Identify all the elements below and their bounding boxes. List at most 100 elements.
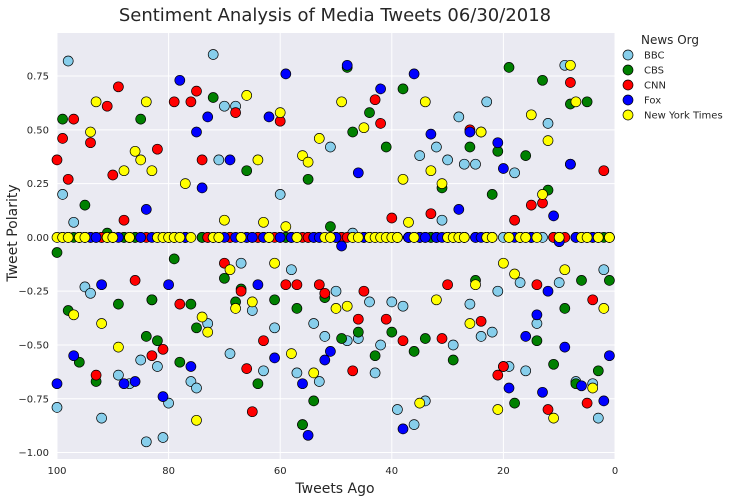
point-cbs	[168, 253, 180, 265]
point-new-york-times	[587, 382, 599, 394]
legend-label-fox: Fox	[644, 96, 661, 107]
point-new-york-times	[458, 232, 470, 243]
point-cbs	[531, 335, 543, 347]
point-new-york-times	[179, 178, 191, 189]
point-cbs	[146, 294, 158, 306]
point-cbs	[302, 173, 314, 185]
point-bbc	[113, 369, 124, 381]
point-bbc	[470, 158, 481, 170]
point-bbc	[364, 296, 375, 308]
point-bbc	[486, 326, 498, 338]
point-new-york-times	[191, 414, 202, 426]
point-cbs	[464, 141, 476, 153]
tick-labels: 100 80 60 40 20 0 0.75 0.50 0.25 0.00 −0.25 −0.50 −0…	[18, 72, 618, 477]
point-cnn	[157, 343, 169, 355]
y-tick-label: −0.50	[18, 340, 49, 351]
point-cbs	[604, 275, 615, 286]
point-bbc	[207, 49, 219, 60]
point-new-york-times	[358, 122, 370, 134]
point-new-york-times	[341, 300, 353, 312]
point-fox	[559, 341, 571, 353]
point-cnn	[313, 279, 325, 291]
point-bbc	[442, 154, 453, 166]
point-cbs	[486, 189, 498, 200]
point-fox	[336, 240, 347, 252]
point-new-york-times	[470, 279, 481, 291]
point-new-york-times	[252, 154, 264, 166]
point-cnn	[380, 313, 392, 325]
point-fox	[565, 158, 576, 170]
point-new-york-times	[124, 232, 135, 243]
point-bbc	[274, 189, 286, 200]
point-cbs	[520, 150, 532, 161]
data-points	[51, 49, 615, 448]
point-bbc	[447, 339, 459, 351]
point-bbc	[464, 298, 476, 310]
point-cbs	[207, 92, 219, 103]
point-cnn	[129, 275, 141, 286]
point-new-york-times	[269, 257, 280, 269]
point-fox	[325, 346, 336, 357]
point-new-york-times	[598, 303, 610, 314]
point-fox	[191, 126, 202, 138]
point-new-york-times	[403, 216, 414, 228]
point-new-york-times	[392, 232, 403, 243]
point-cbs	[369, 350, 381, 362]
y-tick-label: 0.75	[27, 72, 49, 83]
point-cnn	[587, 294, 599, 306]
point-new-york-times	[431, 294, 442, 306]
legend-label-new-york-times: New York Times	[644, 111, 723, 122]
point-cnn	[358, 285, 370, 297]
point-fox	[96, 279, 107, 291]
x-tick-label: 20	[497, 466, 510, 477]
plot-area	[57, 33, 615, 459]
point-cbs	[408, 346, 420, 357]
point-cnn	[319, 287, 331, 299]
point-bbc	[152, 361, 163, 372]
point-cbs	[352, 326, 364, 338]
point-cnn	[246, 406, 258, 418]
point-cbs	[51, 247, 63, 258]
point-cbs	[503, 62, 515, 73]
y-tick-label: −0.25	[18, 287, 49, 298]
x-tick-label: 60	[274, 466, 287, 477]
point-fox	[542, 285, 554, 297]
point-new-york-times	[68, 309, 80, 321]
legend-label-cbs: CBS	[644, 66, 664, 77]
point-fox	[269, 352, 280, 364]
point-bbc	[157, 432, 169, 443]
point-bbc	[68, 216, 80, 228]
legend-label-cnn: CNN	[644, 81, 666, 92]
point-fox	[157, 391, 169, 402]
point-new-york-times	[202, 326, 214, 338]
point-fox	[224, 154, 236, 166]
point-bbc	[475, 331, 487, 342]
point-cnn	[498, 361, 509, 372]
y-tick-label: −0.75	[18, 394, 49, 405]
point-new-york-times	[548, 412, 559, 424]
point-fox	[90, 232, 102, 243]
point-fox	[453, 204, 465, 215]
point-new-york-times	[196, 311, 208, 323]
point-new-york-times	[553, 232, 565, 243]
point-cnn	[397, 335, 409, 347]
point-new-york-times	[464, 318, 476, 329]
legend-title: News Org	[641, 33, 699, 47]
point-cnn	[475, 315, 487, 327]
point-fox	[202, 111, 214, 123]
point-new-york-times	[425, 165, 437, 177]
point-cnn	[185, 96, 197, 108]
point-cnn	[492, 369, 504, 381]
point-bbc	[308, 318, 320, 329]
point-new-york-times	[96, 318, 107, 329]
point-cnn	[107, 169, 119, 181]
point-new-york-times	[291, 232, 303, 243]
point-fox	[604, 350, 615, 362]
point-fox	[375, 83, 386, 95]
point-cnn	[62, 173, 74, 185]
point-cbs	[364, 107, 375, 118]
point-cbs	[269, 294, 280, 306]
x-tick-label: 0	[612, 466, 618, 477]
point-new-york-times	[352, 232, 364, 243]
point-bbc	[140, 436, 152, 448]
